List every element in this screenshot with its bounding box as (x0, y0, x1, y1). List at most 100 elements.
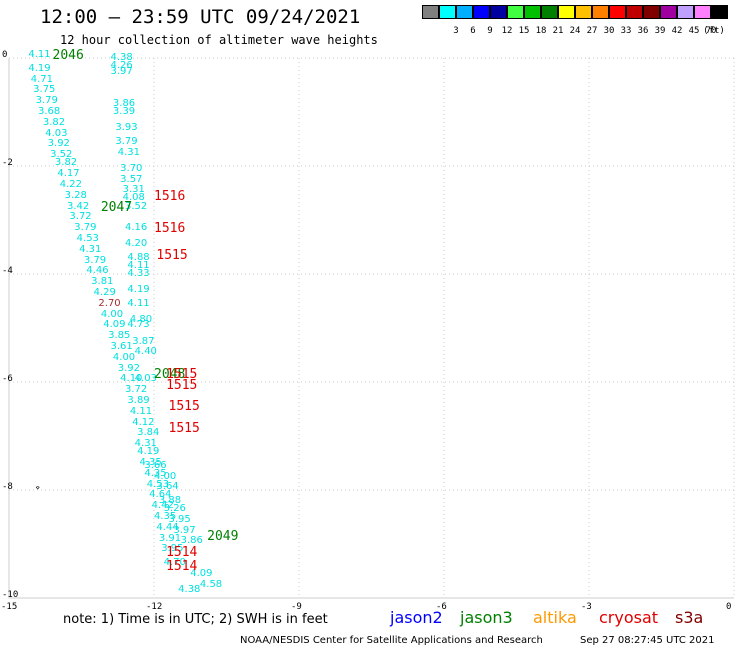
wave-height-value: 4.26 (110, 60, 133, 72)
wave-height-value: 4.31 (134, 438, 157, 450)
wave-height-value: 4.29 (93, 286, 116, 298)
legend-label: 12 (501, 26, 513, 36)
wave-height-value: 3.79 (115, 135, 138, 147)
wave-height-value: 3.95 (161, 543, 184, 555)
wave-height-value: 3.95 (168, 513, 191, 525)
legend-label: 70 (705, 26, 717, 36)
wave-height-value: 4.10 (120, 373, 143, 385)
wave-height-value: 3.66 (144, 459, 167, 471)
legend-swatch (609, 5, 626, 19)
legend-label: 15 (518, 26, 530, 36)
legend-swatch (694, 5, 711, 19)
pass-time-label: 1515 (156, 248, 188, 264)
legend-swatch (660, 5, 677, 19)
wave-height-value: 3.79 (74, 222, 97, 234)
page-subtitle: 12 hour collection of altimeter wave hei… (60, 33, 378, 47)
legend-label: 18 (535, 26, 547, 36)
wave-height-value: 3.84 (137, 427, 160, 439)
legend-label: 33 (620, 26, 632, 36)
wave-height-value: 3.86 (112, 97, 136, 109)
pass-time-label: 2046 (52, 48, 84, 64)
lat-tick-label: -2 (2, 158, 13, 168)
wave-height-value: 3.72 (125, 384, 148, 396)
wave-height-value: 3.85 (108, 330, 131, 342)
legend-swatch (473, 5, 490, 19)
pass-time-label: 1515 (168, 420, 200, 436)
legend-label: 3 (453, 26, 459, 36)
wave-height-value: 4.35 (144, 467, 167, 479)
map-grid (8, 57, 735, 599)
lon-tick-label: 0 (726, 602, 732, 612)
pass-time-label: 1516 (154, 221, 186, 237)
legend-swatch (439, 5, 456, 19)
wave-height-value: 3.52 (50, 149, 73, 161)
wave-height-value: 4.42 (151, 500, 174, 512)
wave-height-value: 4.53 (76, 232, 99, 244)
legend-swatch (677, 5, 694, 19)
legend-swatch (711, 5, 728, 19)
wave-height-value: 4.19 (28, 62, 51, 74)
wave-height-value: 4.31 (79, 243, 102, 255)
wave-height-value: 4.09 (103, 319, 126, 331)
legend-swatch (626, 5, 643, 19)
legend-label: 21 (552, 26, 564, 36)
wave-height-value: 4.53 (146, 478, 170, 490)
wave-height-value: 4.11 (129, 405, 153, 417)
wave-height-value: 3.26 (163, 502, 186, 514)
legend-label: 42 (671, 26, 683, 36)
wave-height-value: 4.33 (127, 268, 150, 279)
wave-height-value: 4.20 (125, 238, 148, 250)
page-title: 12:00 — 23:59 UTC 09/24/2021 (40, 6, 361, 28)
wave-height-value: 3.39 (112, 106, 136, 117)
wave-height-value: 3.91 (158, 532, 182, 544)
wave-height-value: 4.19 (127, 284, 150, 296)
lon-tick-label: -3 (581, 602, 592, 612)
pass-time-label: 1515 (166, 377, 198, 393)
wave-height-value: 4.88 (127, 251, 150, 263)
wave-height-value: 4.12 (132, 416, 155, 428)
wave-height-value: 3.57 (120, 173, 143, 185)
wave-height-value: 3.88 (158, 494, 182, 506)
mission-label-jason2: jason2 (390, 608, 443, 627)
wave-height-value: 3.70 (120, 162, 143, 174)
lon-tick-label: -15 (1, 602, 18, 612)
wave-height-value: 3.68 (38, 106, 61, 117)
lat-tick-label: 0 (2, 50, 8, 60)
legend-swatch (558, 5, 575, 19)
legend-unit: (ft) (703, 26, 725, 36)
credit-text: NOAA/NESDIS Center for Satellite Applica… (240, 635, 543, 646)
lat-tick-label: -10 (2, 590, 19, 600)
mission-label-cryosat: cryosat (599, 608, 659, 627)
wave-height-value: 3.92 (117, 362, 141, 374)
wave-height-value: 3.82 (42, 116, 66, 128)
legend-swatch (422, 5, 439, 19)
wave-height-value: 3.72 (69, 211, 92, 223)
wave-height-value: 4.58 (199, 578, 223, 590)
wave-height-value: 4.73 (127, 319, 150, 331)
wave-height-value: 4.80 (129, 313, 153, 325)
wave-height-value: 4.46 (86, 265, 109, 277)
legend-label: 6 (470, 26, 476, 36)
map-marker-icon: ⌔ (35, 484, 41, 494)
wave-height-value: 4.35 (139, 457, 162, 468)
legend-label: 30 (603, 26, 615, 36)
wave-height-value: 4.00 (112, 351, 136, 363)
generation-timestamp: Sep 27 08:27:45 UTC 2021 (580, 635, 715, 646)
wave-height-value: 4.19 (137, 446, 160, 458)
legend-swatch (592, 5, 609, 19)
legend-label: 36 (637, 26, 649, 36)
wave-height-value: 3.52 (125, 200, 148, 212)
wave-height-value: 4.00 (154, 470, 177, 482)
wave-height-value: 4.35 (154, 511, 177, 522)
wave-height-map (8, 57, 735, 599)
pass-time-label: 2047 (100, 199, 133, 215)
wave-height-value: 3.93 (115, 122, 138, 134)
wave-height-value: 3.28 (64, 189, 87, 201)
wave-height-value: 3.86 (180, 535, 203, 547)
wave-height-value: 4.11 (28, 49, 51, 61)
wave-height-value: 3.31 (122, 184, 145, 196)
wave-height-value: 4.40 (134, 346, 157, 358)
legend-swatch (507, 5, 524, 19)
legend-label: 27 (586, 26, 598, 36)
wave-height-value: 4.00 (100, 308, 124, 320)
